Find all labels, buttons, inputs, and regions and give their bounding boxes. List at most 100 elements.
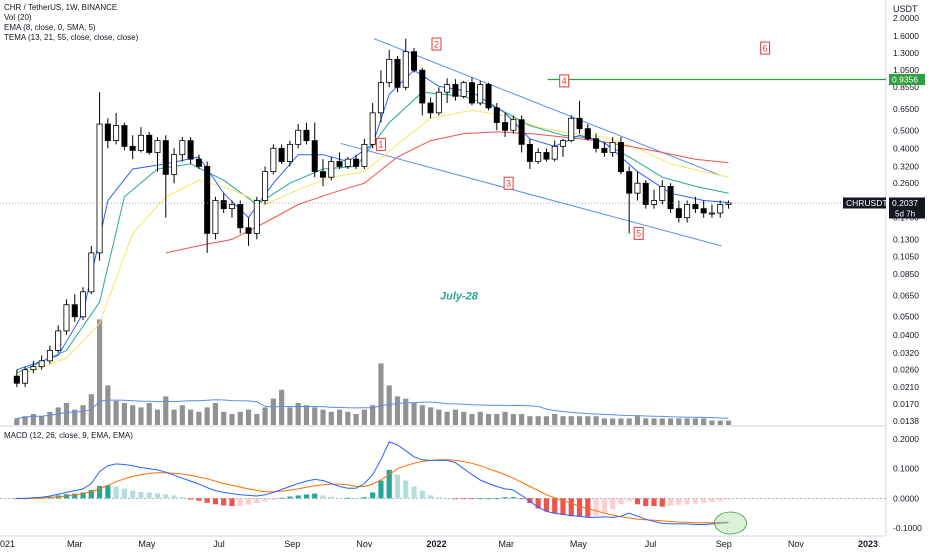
volume-bar [270, 398, 276, 425]
volume-bar [626, 418, 632, 425]
volume-bar [386, 385, 392, 425]
volume-bar [717, 420, 723, 425]
time-tick-label: Jul [645, 539, 657, 549]
candle [311, 122, 318, 178]
volume-bar [320, 409, 326, 425]
candle [162, 135, 169, 218]
volume-bar [585, 416, 591, 425]
volume-bar [353, 414, 359, 425]
macd-histogram-bar [229, 498, 235, 507]
time-tick-label: 2023 [858, 539, 878, 549]
candle [559, 138, 566, 157]
candle-body [303, 129, 310, 142]
price-tick-label: 0.6500 [893, 104, 919, 114]
macd-histogram-bar [701, 498, 707, 504]
volume-bar [568, 416, 574, 425]
candle-body [320, 171, 327, 178]
macd-histogram-bar [494, 498, 500, 500]
candle-body [137, 134, 144, 151]
candle [568, 115, 575, 143]
candle [22, 366, 29, 387]
volume-bar [477, 411, 483, 425]
candle-body [593, 138, 600, 149]
macd-histogram-bar [444, 498, 450, 500]
macd-histogram-bar [130, 490, 136, 499]
macd-histogram-bar [692, 498, 698, 504]
candle-body [22, 369, 29, 384]
macd-histogram-bar [510, 497, 516, 499]
candle [551, 140, 558, 162]
price-tick-label: 1.3000 [893, 48, 919, 58]
candle [328, 156, 335, 181]
volume-bar [684, 418, 690, 425]
macd-histogram-bar [163, 494, 169, 499]
macd-histogram-bar [469, 498, 475, 500]
macd-histogram-bar [295, 495, 301, 499]
macd-histogram-bar [361, 497, 367, 499]
volume-bar [39, 416, 45, 425]
macd-histogram-bar [113, 486, 119, 499]
candle [444, 78, 451, 104]
volume-bar [254, 414, 260, 425]
candle [543, 148, 550, 162]
candle-body [502, 122, 509, 131]
time-tick-label: Sep [284, 539, 300, 549]
candle [262, 166, 269, 205]
candle-body [419, 69, 426, 104]
volume-bar [171, 409, 177, 425]
candle-body [328, 161, 335, 178]
candle [13, 369, 20, 387]
candle-body [278, 147, 285, 162]
macd-histogram-bar [519, 498, 525, 500]
candle [617, 137, 624, 175]
candle-body [617, 142, 624, 173]
macd-histogram-bar [279, 497, 285, 499]
candle-body [286, 143, 293, 162]
volume-bar [345, 411, 351, 425]
volume-bar [221, 411, 227, 425]
countdown-text: 5d 7h [895, 209, 915, 218]
macd-tick-label: -0.1000 [893, 523, 922, 533]
candle-body [179, 140, 186, 156]
candle-body [559, 140, 566, 147]
volume-bar [725, 420, 732, 425]
macd-signal-line [16, 459, 729, 524]
candle [113, 112, 120, 145]
candle-body [262, 171, 269, 201]
wave-label: 6 [760, 41, 771, 55]
macd-histogram-bar [643, 498, 649, 507]
candle-body [651, 200, 658, 205]
macd-line [16, 441, 729, 525]
candle-body [626, 171, 633, 194]
macd-histogram-bar [245, 498, 252, 505]
candle [502, 112, 509, 138]
wave-label-text: 1 [378, 140, 383, 150]
candle [204, 161, 211, 253]
macd-histogram-bar [684, 498, 690, 505]
candle [435, 87, 442, 116]
volume-bar [485, 414, 492, 425]
time-tick-label: Mar [67, 539, 83, 549]
grid [0, 0, 887, 537]
macd-histogram-bar [403, 480, 409, 499]
candle [593, 133, 600, 153]
macd-histogram-bar [88, 490, 94, 499]
candle [336, 152, 343, 169]
volume-bar [279, 389, 285, 425]
volume-bar [461, 411, 467, 425]
candle-body [510, 119, 517, 131]
volume-bar [105, 385, 111, 425]
volume-bar [444, 411, 450, 425]
candle-body [55, 330, 62, 351]
candle [55, 325, 62, 353]
candle-body [708, 212, 715, 215]
time-tick-label: May [570, 539, 588, 549]
macd-histogram-bar [378, 480, 384, 499]
candle-body [452, 84, 459, 97]
volume-bar [121, 403, 128, 425]
wave-label-box [503, 176, 514, 190]
candle [270, 144, 277, 175]
candle-body [493, 107, 500, 123]
